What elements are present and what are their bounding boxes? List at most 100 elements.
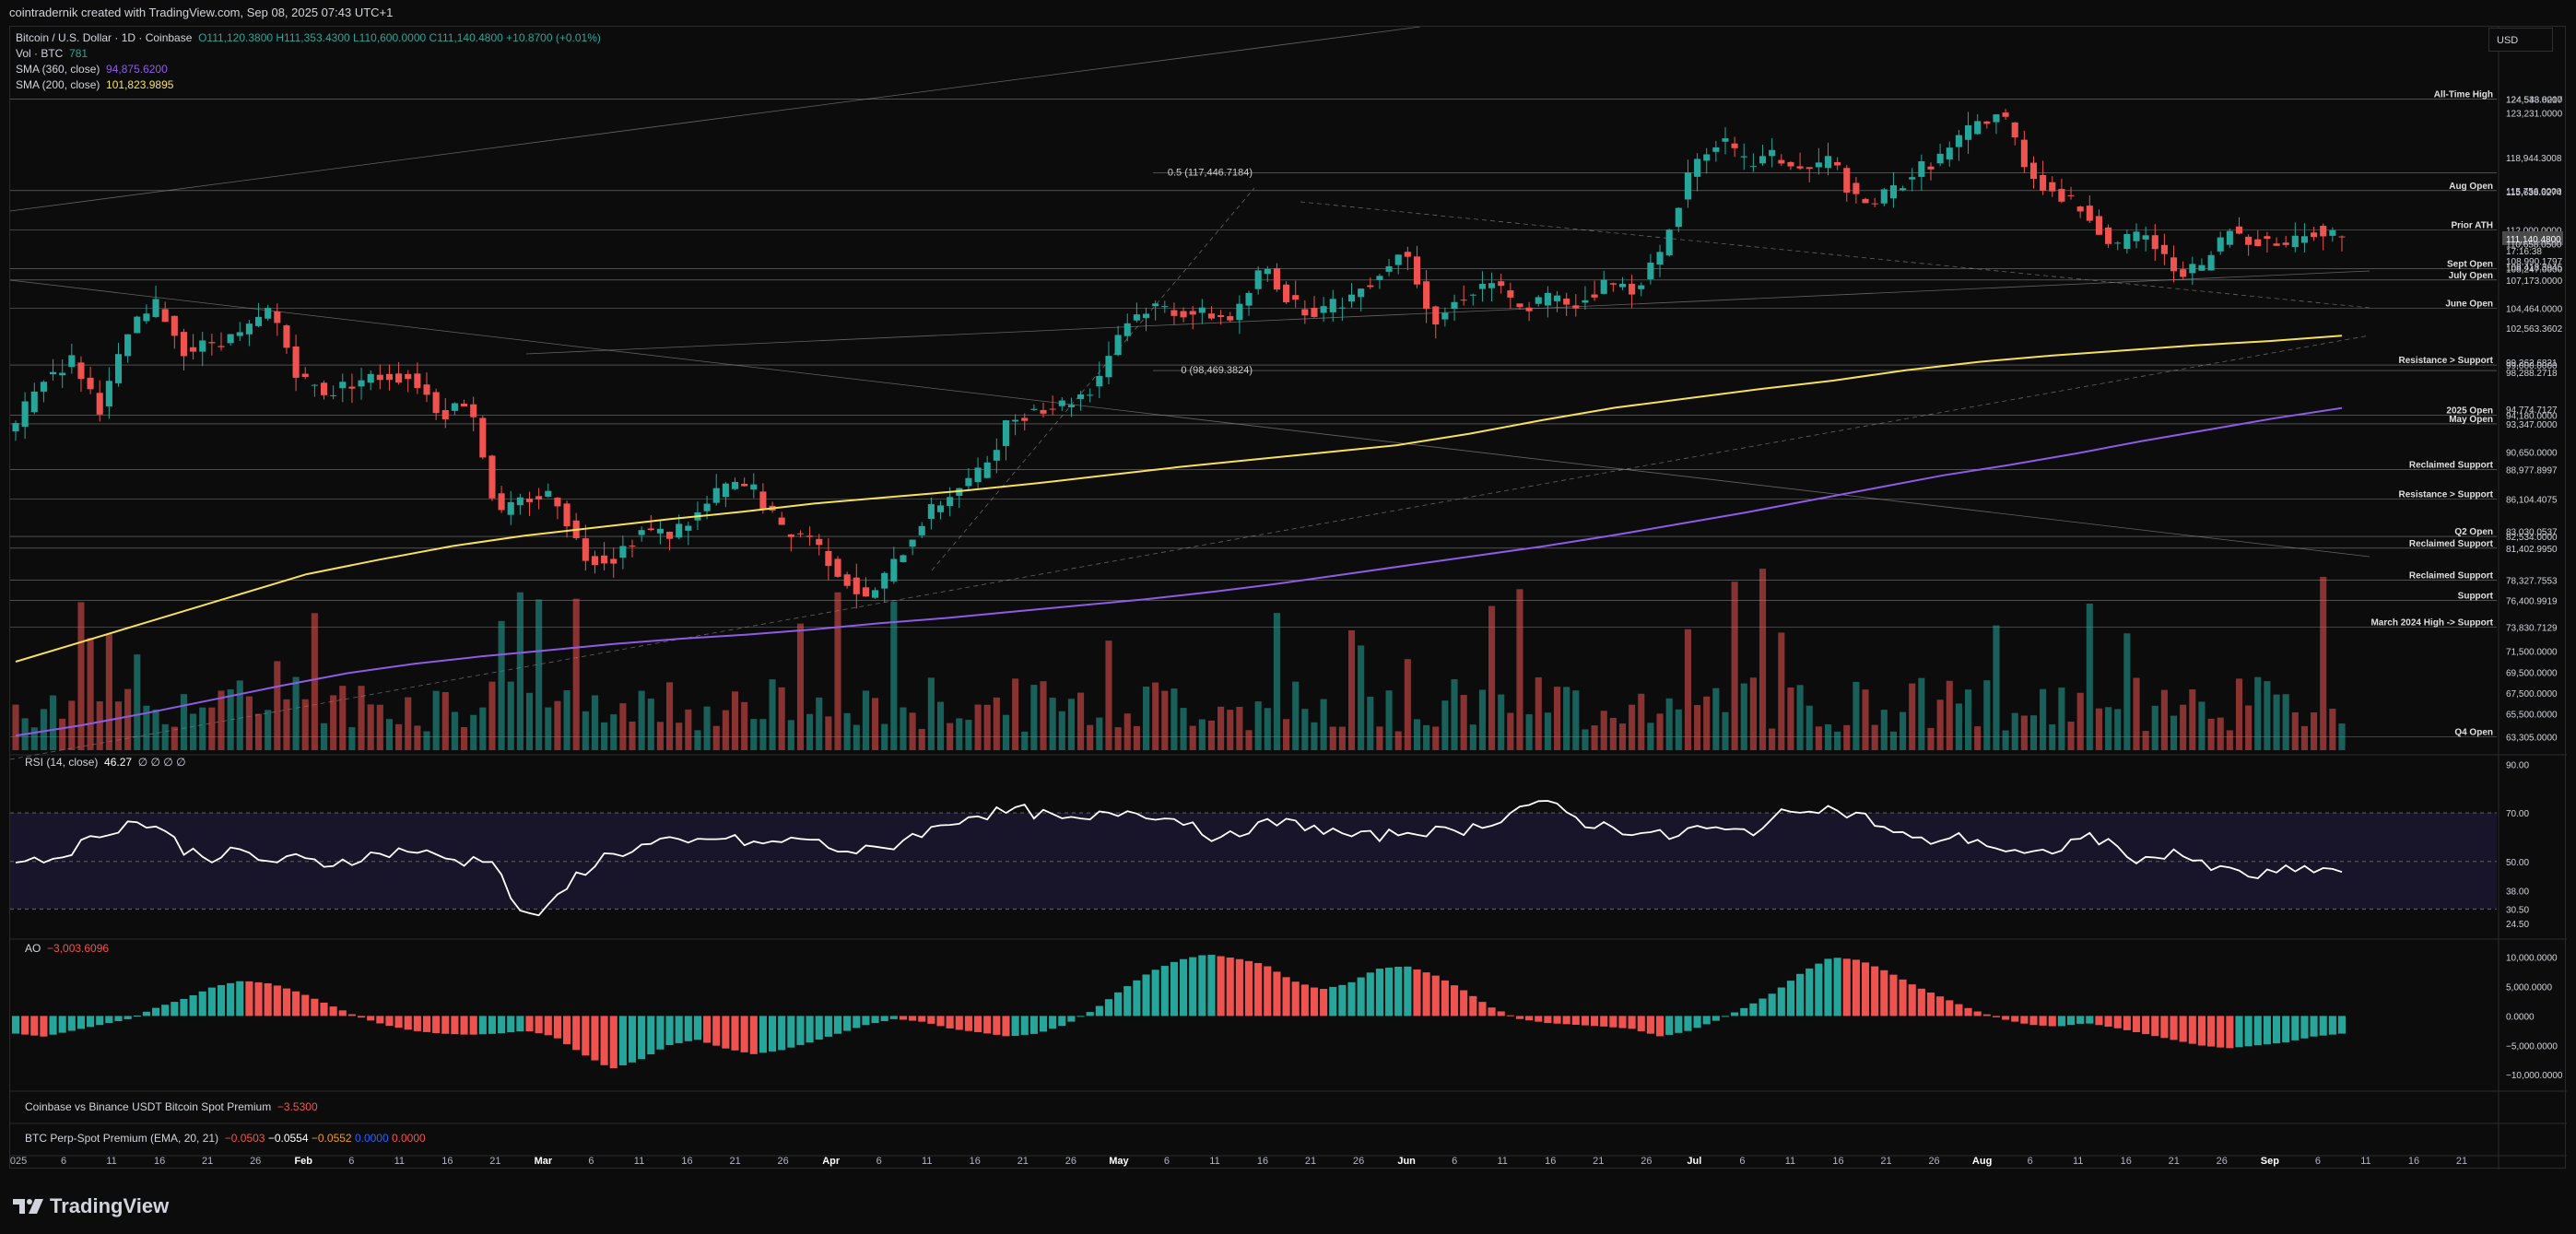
ao-bar xyxy=(2188,1016,2196,1044)
candle-body xyxy=(2254,239,2262,246)
currency-selector[interactable]: USD xyxy=(2488,28,2553,52)
ao-bar xyxy=(507,1016,515,1033)
ao-bar xyxy=(1244,960,1253,1017)
price-scale-label: 82,534.0000 xyxy=(2506,533,2558,543)
volume-bar xyxy=(2311,711,2318,750)
volume-bar xyxy=(1161,690,1169,750)
sma200-line xyxy=(15,335,2343,663)
candle-body xyxy=(1600,279,1607,294)
candle-body xyxy=(1656,252,1664,265)
ao-bar xyxy=(1693,1016,1701,1028)
candle-body xyxy=(554,498,561,507)
volume-bar xyxy=(731,691,739,750)
ao-bar xyxy=(2011,1016,2019,1022)
candle-body xyxy=(2245,236,2253,245)
candle-body xyxy=(283,325,290,348)
volume-bar xyxy=(358,686,365,750)
candle-body xyxy=(787,534,794,537)
candle-body xyxy=(2282,242,2289,245)
volume-bar xyxy=(1254,701,1262,750)
ao-bar xyxy=(665,1016,674,1045)
volume-bar xyxy=(1152,682,1159,750)
candle-body xyxy=(161,309,169,323)
level-label: Support xyxy=(2458,591,2494,601)
perp-premium-legend[interactable]: BTC Perp-Spot Premium (EMA, 20, 21) −0.0… xyxy=(25,1132,426,1145)
candle-body xyxy=(470,404,477,417)
volume-bar xyxy=(853,724,860,750)
ao-bar xyxy=(30,1016,39,1036)
ao-bar xyxy=(1160,966,1169,1017)
time-axis-label: 6 xyxy=(348,1156,354,1167)
price-scale-label: 63,305.0000 xyxy=(2506,733,2558,743)
time-axis-label: 21 xyxy=(1017,1156,1029,1167)
candle-body xyxy=(947,497,954,507)
volume-bar xyxy=(423,731,430,750)
candle-body xyxy=(2011,122,2018,138)
ao-bar xyxy=(2151,1016,2159,1037)
ao-bar xyxy=(264,982,272,1017)
spot-premium-legend[interactable]: Coinbase vs Binance USDT Bitcoin Spot Pr… xyxy=(25,1100,318,1113)
ao-bar xyxy=(2048,1016,2056,1027)
volume-bar xyxy=(759,719,767,750)
ao-legend[interactable]: AO −3,003.6096 xyxy=(25,942,109,955)
volume-bar xyxy=(1030,685,1038,750)
ao-bar xyxy=(1637,1016,1645,1031)
candle-body xyxy=(96,393,103,415)
ao-bar xyxy=(1076,1016,1085,1017)
candle-body xyxy=(330,394,337,396)
volume-bar xyxy=(890,601,898,750)
ao-bar xyxy=(498,1016,506,1034)
candle-body xyxy=(825,551,832,567)
volume-bar xyxy=(2105,707,2112,750)
candle-body xyxy=(1423,281,1430,310)
ao-bar xyxy=(1095,1005,1103,1017)
volume-bar xyxy=(1283,719,1290,750)
ao-bar xyxy=(142,1011,150,1017)
volume-bar xyxy=(545,707,552,750)
rsi-line xyxy=(15,800,2343,917)
sma360-legend-label[interactable]: SMA (360, close) xyxy=(16,63,100,76)
rsi-scale-label: 50.00 xyxy=(2506,858,2529,868)
rsi-legend[interactable]: RSI (14, close) 46.27 ∅ ∅ ∅ ∅ xyxy=(25,756,186,769)
time-axis-label: 16 xyxy=(1257,1156,1268,1167)
ao-bar xyxy=(21,1016,29,1035)
candle-body xyxy=(1862,198,1869,204)
chart-frame[interactable]: All-Time High Aug Open Prior ATH Sept Open J… xyxy=(9,26,2567,1169)
level-label: Reclaimed Support xyxy=(2409,571,2494,582)
level-label: Aug Open xyxy=(2449,182,2493,192)
ao-bar xyxy=(301,994,310,1017)
volume-bar xyxy=(1563,687,1570,750)
ao-bar xyxy=(1628,1016,1636,1029)
ao-bar xyxy=(1431,975,1440,1017)
volume-bar xyxy=(12,704,19,750)
sma200-legend-label[interactable]: SMA (200, close) xyxy=(16,78,100,91)
perp-premium-v4: 0.0000 xyxy=(391,1132,426,1145)
volume-bar xyxy=(2076,692,2084,750)
candle-body xyxy=(274,311,281,323)
volume-bar xyxy=(1488,605,1496,750)
tradingview-logo[interactable]: TradingView xyxy=(13,1194,169,1218)
level-label: Sept Open xyxy=(2447,260,2493,270)
time-axis-label: 11 xyxy=(2360,1156,2370,1167)
candle-body xyxy=(190,347,197,352)
volume-bar xyxy=(143,705,150,750)
volume-bar xyxy=(1974,726,1982,750)
candle-body xyxy=(358,380,365,387)
ao-bar xyxy=(1553,1016,1561,1024)
symbol-title[interactable]: Bitcoin / U.S. Dollar · 1D · Coinbase xyxy=(16,31,193,44)
volume-bar xyxy=(1609,717,1617,750)
volume-bar xyxy=(2291,712,2299,750)
volume-bar xyxy=(414,725,421,750)
volume-bar xyxy=(965,720,972,750)
volume-bar xyxy=(1769,728,1776,750)
candle-body xyxy=(405,373,412,380)
time-axis-label: 26 xyxy=(1641,1156,1652,1167)
ao-bar xyxy=(478,1016,487,1035)
chart-header: cointradernik created with TradingView.c… xyxy=(9,6,394,19)
candle-body xyxy=(1629,283,1636,295)
volume-legend-label[interactable]: Vol · BTC xyxy=(16,47,64,60)
candle-body xyxy=(507,501,514,515)
ao-bar xyxy=(1982,1014,1991,1017)
volume-bar xyxy=(2002,730,2009,750)
